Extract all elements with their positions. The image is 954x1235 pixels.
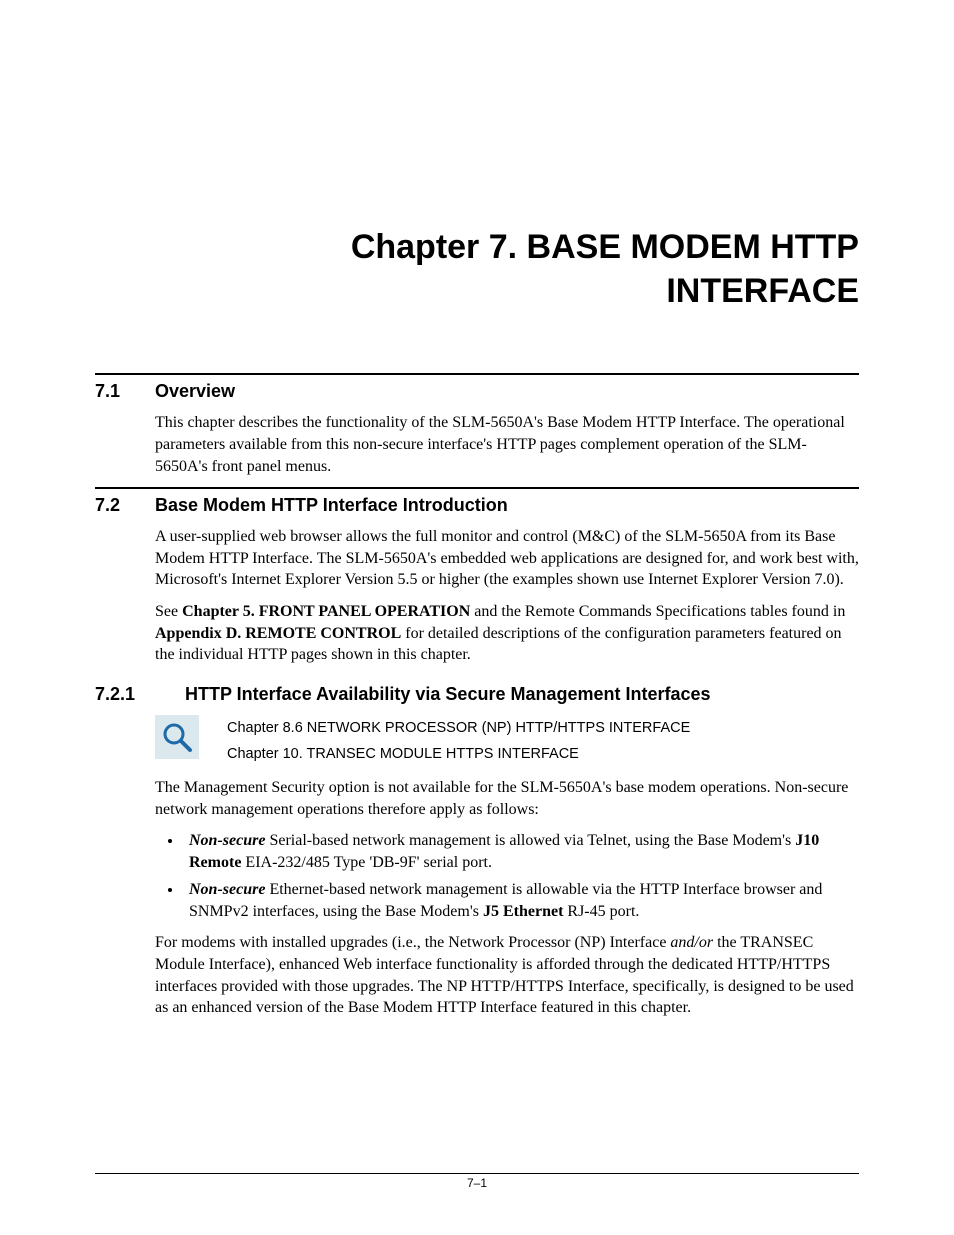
list-item: Non-secure Serial-based network manageme…: [183, 830, 859, 873]
section-title: Base Modem HTTP Interface Introduction: [155, 495, 508, 516]
text: For modems with installed upgrades (i.e.…: [155, 934, 670, 951]
paragraph: For modems with installed upgrades (i.e.…: [155, 932, 859, 1018]
page: Chapter 7. BASE MODEM HTTP INTERFACE 7.1…: [0, 0, 954, 1235]
reference-note: Chapter 8.6 NETWORK PROCESSOR (NP) HTTP/…: [155, 715, 859, 767]
chapter-title-line1: Chapter 7. BASE MODEM HTTP: [351, 228, 859, 266]
page-number: 7–1: [467, 1176, 487, 1190]
page-footer: 7–1: [95, 1173, 859, 1190]
bold-ref: J5 Ethernet: [483, 903, 563, 920]
section-title: HTTP Interface Availability via Secure M…: [185, 684, 711, 705]
magnifier-icon: [155, 715, 199, 759]
bold-ref: Chapter 5. FRONT PANEL OPERATION: [182, 603, 470, 620]
text: See: [155, 603, 182, 620]
bold-ref: Appendix D. REMOTE CONTROL: [155, 625, 401, 642]
emphasis: Non-secure: [189, 832, 265, 849]
note-line: Chapter 8.6 NETWORK PROCESSOR (NP) HTTP/…: [227, 715, 690, 741]
section-number: 7.2: [95, 495, 155, 516]
note-text: Chapter 8.6 NETWORK PROCESSOR (NP) HTTP/…: [227, 715, 690, 767]
text: EIA-232/485 Type 'DB-9F' serial port.: [241, 854, 492, 871]
bullet-list: Non-secure Serial-based network manageme…: [183, 830, 859, 922]
text: and the Remote Commands Specifications t…: [470, 603, 845, 620]
section-7-2-1-header: 7.2.1 HTTP Interface Availability via Se…: [95, 684, 859, 705]
section-7-2-body: A user-supplied web browser allows the f…: [155, 526, 859, 666]
italic: and/or: [670, 934, 713, 951]
paragraph: This chapter describes the functionality…: [155, 412, 859, 477]
chapter-title-line2: INTERFACE: [666, 272, 859, 310]
section-7-1-body: This chapter describes the functionality…: [155, 412, 859, 477]
emphasis: Non-secure: [189, 881, 265, 898]
section-7-2-header: 7.2 Base Modem HTTP Interface Introducti…: [95, 487, 859, 516]
section-title: Overview: [155, 381, 235, 402]
text: RJ-45 port.: [563, 903, 639, 920]
note-line: Chapter 10. TRANSEC MODULE HTTPS INTERFA…: [227, 741, 690, 767]
paragraph: The Management Security option is not av…: [155, 777, 859, 820]
text: Serial-based network management is allow…: [265, 832, 795, 849]
section-7-2-1-body: The Management Security option is not av…: [155, 777, 859, 1019]
section-7-1-header: 7.1 Overview: [95, 373, 859, 402]
list-item: Non-secure Ethernet-based network manage…: [183, 879, 859, 922]
paragraph: A user-supplied web browser allows the f…: [155, 526, 859, 591]
chapter-title: Chapter 7. BASE MODEM HTTP INTERFACE: [95, 225, 859, 313]
section-number: 7.1: [95, 381, 155, 402]
paragraph: See Chapter 5. FRONT PANEL OPERATION and…: [155, 601, 859, 666]
section-number: 7.2.1: [95, 684, 185, 705]
